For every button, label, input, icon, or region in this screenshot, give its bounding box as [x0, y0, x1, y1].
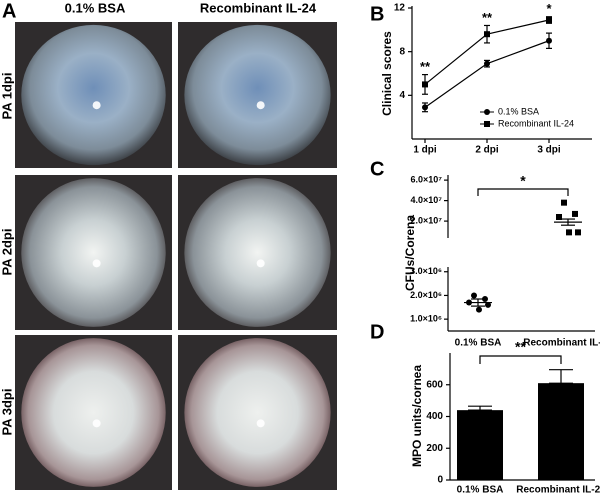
legend-label: 0.1% BSA	[498, 106, 539, 116]
marker	[422, 104, 428, 111]
point	[471, 292, 477, 299]
glare	[92, 259, 101, 268]
point	[561, 199, 567, 206]
glare	[256, 101, 265, 110]
x-tick-label: 2 dpi	[475, 145, 499, 156]
point	[476, 306, 482, 313]
y-tick-label: 600	[426, 379, 443, 390]
eye	[184, 338, 331, 487]
y-tick-label: 6.0×10⁷	[411, 174, 443, 184]
eye	[21, 24, 166, 166]
significance: *	[546, 1, 552, 16]
y-tick-label: 8	[399, 46, 405, 57]
column-header: 0.1% BSA	[65, 0, 126, 15]
y-axis-label: MPO units/cornea	[410, 365, 424, 467]
significance: **	[482, 10, 493, 25]
point	[485, 301, 491, 308]
point	[566, 229, 572, 236]
y-tick-label: 1.0×10⁶	[410, 314, 442, 324]
marker	[484, 60, 490, 67]
x-tick-label: Recombinant IL-24	[516, 485, 600, 496]
panel-label: C	[370, 158, 384, 180]
photo-grid	[15, 22, 337, 490]
row-header: PA 2dpi	[0, 229, 14, 276]
glare	[256, 259, 265, 268]
legend-label: Recombinant IL-24	[498, 118, 574, 128]
y-axis-label: Clinical scores	[380, 31, 394, 116]
y-tick-label: 3.0×10⁶	[410, 266, 442, 276]
point	[575, 229, 581, 236]
marker	[422, 81, 428, 88]
legend-marker	[484, 109, 490, 115]
column-header: Recombinant IL-24	[200, 0, 317, 15]
y-tick-label: 0	[437, 475, 443, 486]
significance-bracket	[477, 188, 569, 196]
y-tick-label: 2.0×10⁷	[411, 215, 443, 225]
x-tick-label: 1 dpi	[413, 145, 437, 156]
eye	[21, 338, 166, 487]
glare	[92, 419, 101, 428]
glare	[92, 101, 101, 110]
y-axis-label: CFUs/Corena	[403, 215, 417, 291]
bar	[457, 410, 503, 480]
eye	[21, 178, 166, 327]
significance: *	[520, 173, 526, 189]
y-tick-label: 400	[426, 411, 443, 422]
x-tick-label: 0.1% BSA	[455, 338, 502, 349]
eye	[184, 24, 331, 166]
marker	[484, 31, 490, 38]
panel-label: A	[2, 0, 16, 22]
significance: **	[515, 339, 526, 355]
y-tick-label: 2.0×10⁶	[410, 290, 442, 300]
marker	[546, 37, 552, 44]
y-tick-label: 200	[426, 443, 443, 454]
marker	[546, 17, 552, 24]
y-tick-label: 4.0×10⁷	[411, 195, 443, 205]
legend-marker	[484, 121, 490, 127]
eye	[184, 178, 331, 327]
bar	[538, 383, 584, 480]
panel-label: B	[370, 3, 384, 25]
series-line	[424, 40, 550, 108]
significance-bracket	[479, 355, 562, 364]
point	[572, 210, 578, 217]
x-tick-label: Recombinant IL-24	[523, 338, 600, 349]
x-tick-label: 3 dpi	[537, 145, 561, 156]
glare	[256, 419, 265, 428]
point	[556, 214, 562, 220]
x-tick-label: 0.1% BSA	[457, 485, 504, 496]
row-header: PA 3dpi	[0, 389, 14, 436]
row-header: PA 1dpi	[0, 73, 14, 120]
significance: **	[420, 59, 431, 74]
y-tick-label: 4	[399, 90, 405, 101]
y-tick-label: 12	[394, 3, 406, 14]
panel-label: D	[370, 321, 384, 343]
